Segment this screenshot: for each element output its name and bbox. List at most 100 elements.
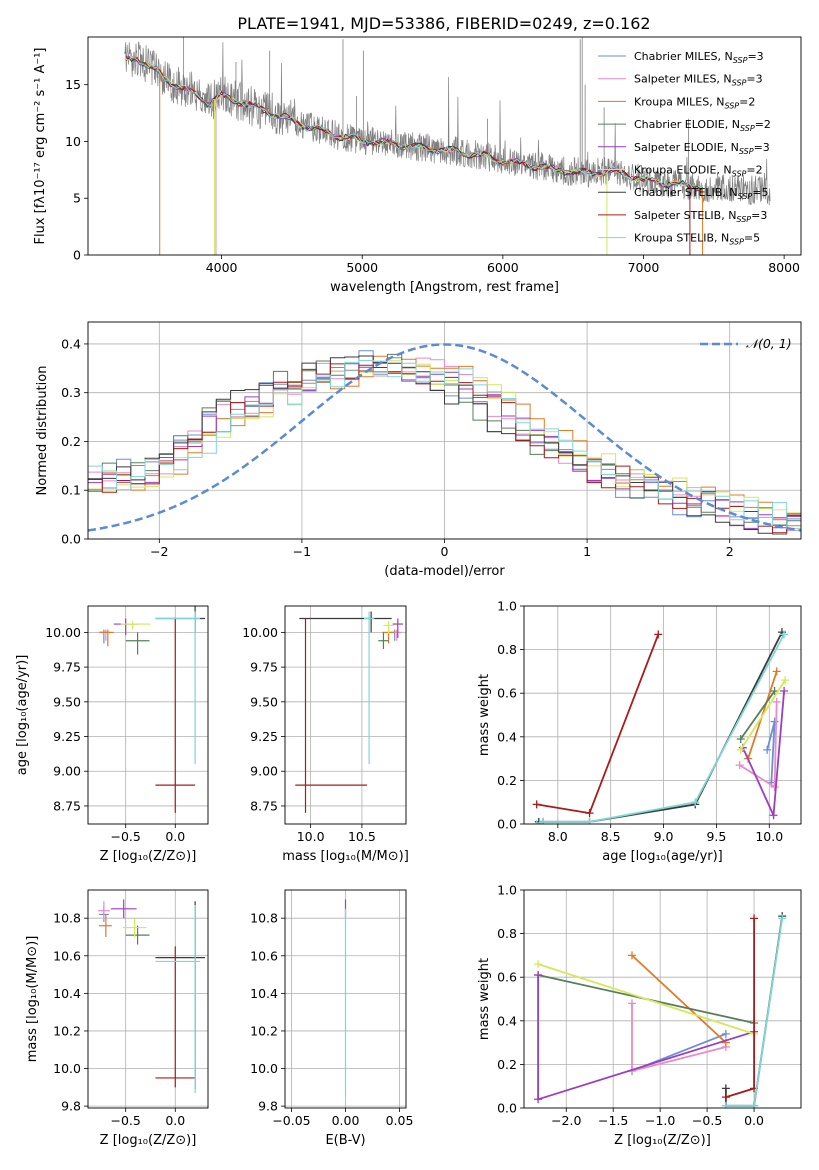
y-tick-label: 8.75	[53, 798, 81, 813]
weight-line-salpeter-stelib	[536, 633, 660, 815]
y-tick-label: 9.50	[53, 694, 81, 709]
legend-label: Salpeter ELODIE, NSSP=3	[634, 141, 770, 156]
x-tick-label: 9.0	[654, 829, 674, 844]
weight-marker	[534, 1095, 543, 1104]
y-tick-label: 10.6	[250, 948, 278, 963]
y-axis-label: mass [log₁₀(M/M⊙)]	[25, 936, 40, 1063]
weight-marker	[585, 809, 594, 818]
legend-label: Chabrier MILES, NSSP=3	[634, 50, 764, 65]
plot-area	[524, 890, 801, 1108]
weight-marker	[532, 820, 541, 824]
legend-label: Chabrier ELODIE, NSSP=2	[634, 118, 771, 133]
x-tick-label: 0.00	[332, 1113, 360, 1128]
y-tick-label: 9.00	[250, 764, 278, 779]
weight-line-salpeter-elodie	[537, 975, 755, 1101]
plot-area	[88, 606, 208, 824]
x-tick-label: 8.0	[548, 829, 568, 844]
x-axis-label: mass [log₁₀(M/M⊙)]	[282, 849, 409, 864]
y-tick-label: 5	[73, 191, 81, 206]
panel-weight_vs_Z: −2.0 −1.5 −1.0 −0.5 0.0 0.0 0.2 0.4 0.6 0.8 1.0 Z […	[477, 883, 802, 1148]
data-spectrum	[124, 41, 771, 206]
x-axis-label: (data-model)/error	[384, 564, 505, 579]
y-tick-label: 9.8	[258, 1099, 278, 1114]
y-tick-label: 10.00	[242, 625, 278, 640]
x-axis-label: age [log₁₀(age/yr)]	[602, 849, 723, 864]
weight-marker	[778, 914, 787, 923]
legend-label: Kroupa ELODIE, NSSP=2	[634, 164, 763, 179]
y-tick-label: 0.4	[61, 336, 81, 351]
axes-frame	[87, 36, 802, 256]
legend-label: Kroupa MILES, NSSP=2	[634, 95, 755, 110]
x-axis-label: Z [log₁₀(Z/Z⊙)]	[100, 849, 197, 864]
y-tick-label: 0.0	[497, 817, 517, 832]
axes-frame	[523, 889, 802, 1109]
panel-age_vs_Z: −0.5 0.0 8.75 9.00 9.25 9.50 9.75 10.00 Z [log₁₀…	[15, 605, 209, 864]
x-axis-label: E(B-V)	[325, 1133, 365, 1148]
weight-marker	[735, 761, 744, 770]
weight-marker	[750, 914, 759, 923]
weight-marker	[772, 697, 781, 706]
weight-marker	[721, 1101, 730, 1108]
normal-curve	[88, 343, 801, 532]
legend-label: Kroupa STELIB, NSSP=5	[634, 232, 760, 247]
plot-area	[285, 890, 406, 1108]
weight-marker	[654, 630, 663, 639]
weight-marker	[780, 630, 789, 639]
x-tick-label: −2.0	[551, 1113, 581, 1128]
x-tick-label: 2	[726, 544, 734, 559]
y-tick-label: 10.4	[250, 986, 278, 1001]
y-tick-label: 0.3	[61, 385, 81, 400]
y-axis-label: Normed distribution	[35, 366, 50, 496]
y-tick-label: 0.6	[497, 970, 517, 985]
plot-area	[88, 322, 801, 539]
histogram-chabrier-stelib	[88, 355, 801, 534]
y-tick-label: 0.2	[497, 773, 517, 788]
x-tick-label: 0.0	[165, 829, 185, 844]
y-tick-label: 9.25	[53, 729, 81, 744]
plot-area	[285, 606, 406, 824]
weight-line-kroupa-elodie	[739, 679, 786, 751]
x-tick-label: −0.5	[692, 1113, 722, 1128]
axes-frame	[284, 889, 407, 1109]
model-line-salpeter-stelib	[125, 56, 703, 192]
y-tick-label: 1.0	[497, 883, 517, 898]
weight-marker	[627, 951, 636, 960]
x-tick-label: 0.05	[386, 1113, 414, 1128]
y-tick-label: 10.8	[250, 911, 278, 926]
y-tick-label: 1.0	[497, 599, 517, 614]
plot-area	[124, 37, 771, 255]
x-axis-label: Z [log₁₀(Z/Z⊙)]	[614, 1133, 711, 1148]
axes-frame	[523, 605, 802, 825]
axes-frame	[87, 605, 209, 825]
x-tick-label: −0.5	[111, 1113, 141, 1128]
y-tick-label: 9.8	[61, 1099, 81, 1114]
panel-age_vs_mass: 10.0 10.5 8.75 9.00 9.25 9.50 9.75 10.00 mass [l…	[242, 605, 409, 864]
axes-frame	[87, 321, 802, 540]
weight-line-chabrier-stelib	[538, 631, 783, 823]
y-tick-label: 9.75	[53, 660, 81, 675]
weight-marker	[769, 811, 778, 820]
x-axis-label: Z [log₁₀(Z/Z⊙)]	[100, 1133, 197, 1148]
x-tick-label: 6000	[487, 260, 519, 275]
x-tick-label: −1.0	[645, 1113, 675, 1128]
y-tick-label: 15	[65, 77, 81, 92]
plot-area	[88, 890, 208, 1108]
y-tick-label: 0.8	[497, 926, 517, 941]
weight-marker	[780, 687, 789, 696]
weight-marker	[721, 1093, 730, 1102]
y-tick-label: 9.25	[250, 729, 278, 744]
weight-marker	[532, 800, 541, 809]
x-tick-label: 1	[583, 544, 591, 559]
x-tick-label: 10.0	[297, 829, 325, 844]
x-tick-label: 0.0	[744, 1113, 764, 1128]
figure-title: PLATE=1941, MJD=53386, FIBERID=0249, z=0…	[237, 14, 650, 33]
x-tick-label: 8.5	[601, 829, 621, 844]
spectrum-legend: Chabrier MILES, NSSP=3 Salpeter MILES, NS…	[598, 50, 771, 247]
weight-marker	[736, 734, 745, 743]
weight-line-kroupa-miles	[631, 954, 727, 1044]
axes-frame	[87, 889, 209, 1109]
weight-marker	[627, 999, 636, 1008]
x-tick-label: 9.5	[706, 829, 726, 844]
x-tick-label: 8000	[768, 260, 800, 275]
